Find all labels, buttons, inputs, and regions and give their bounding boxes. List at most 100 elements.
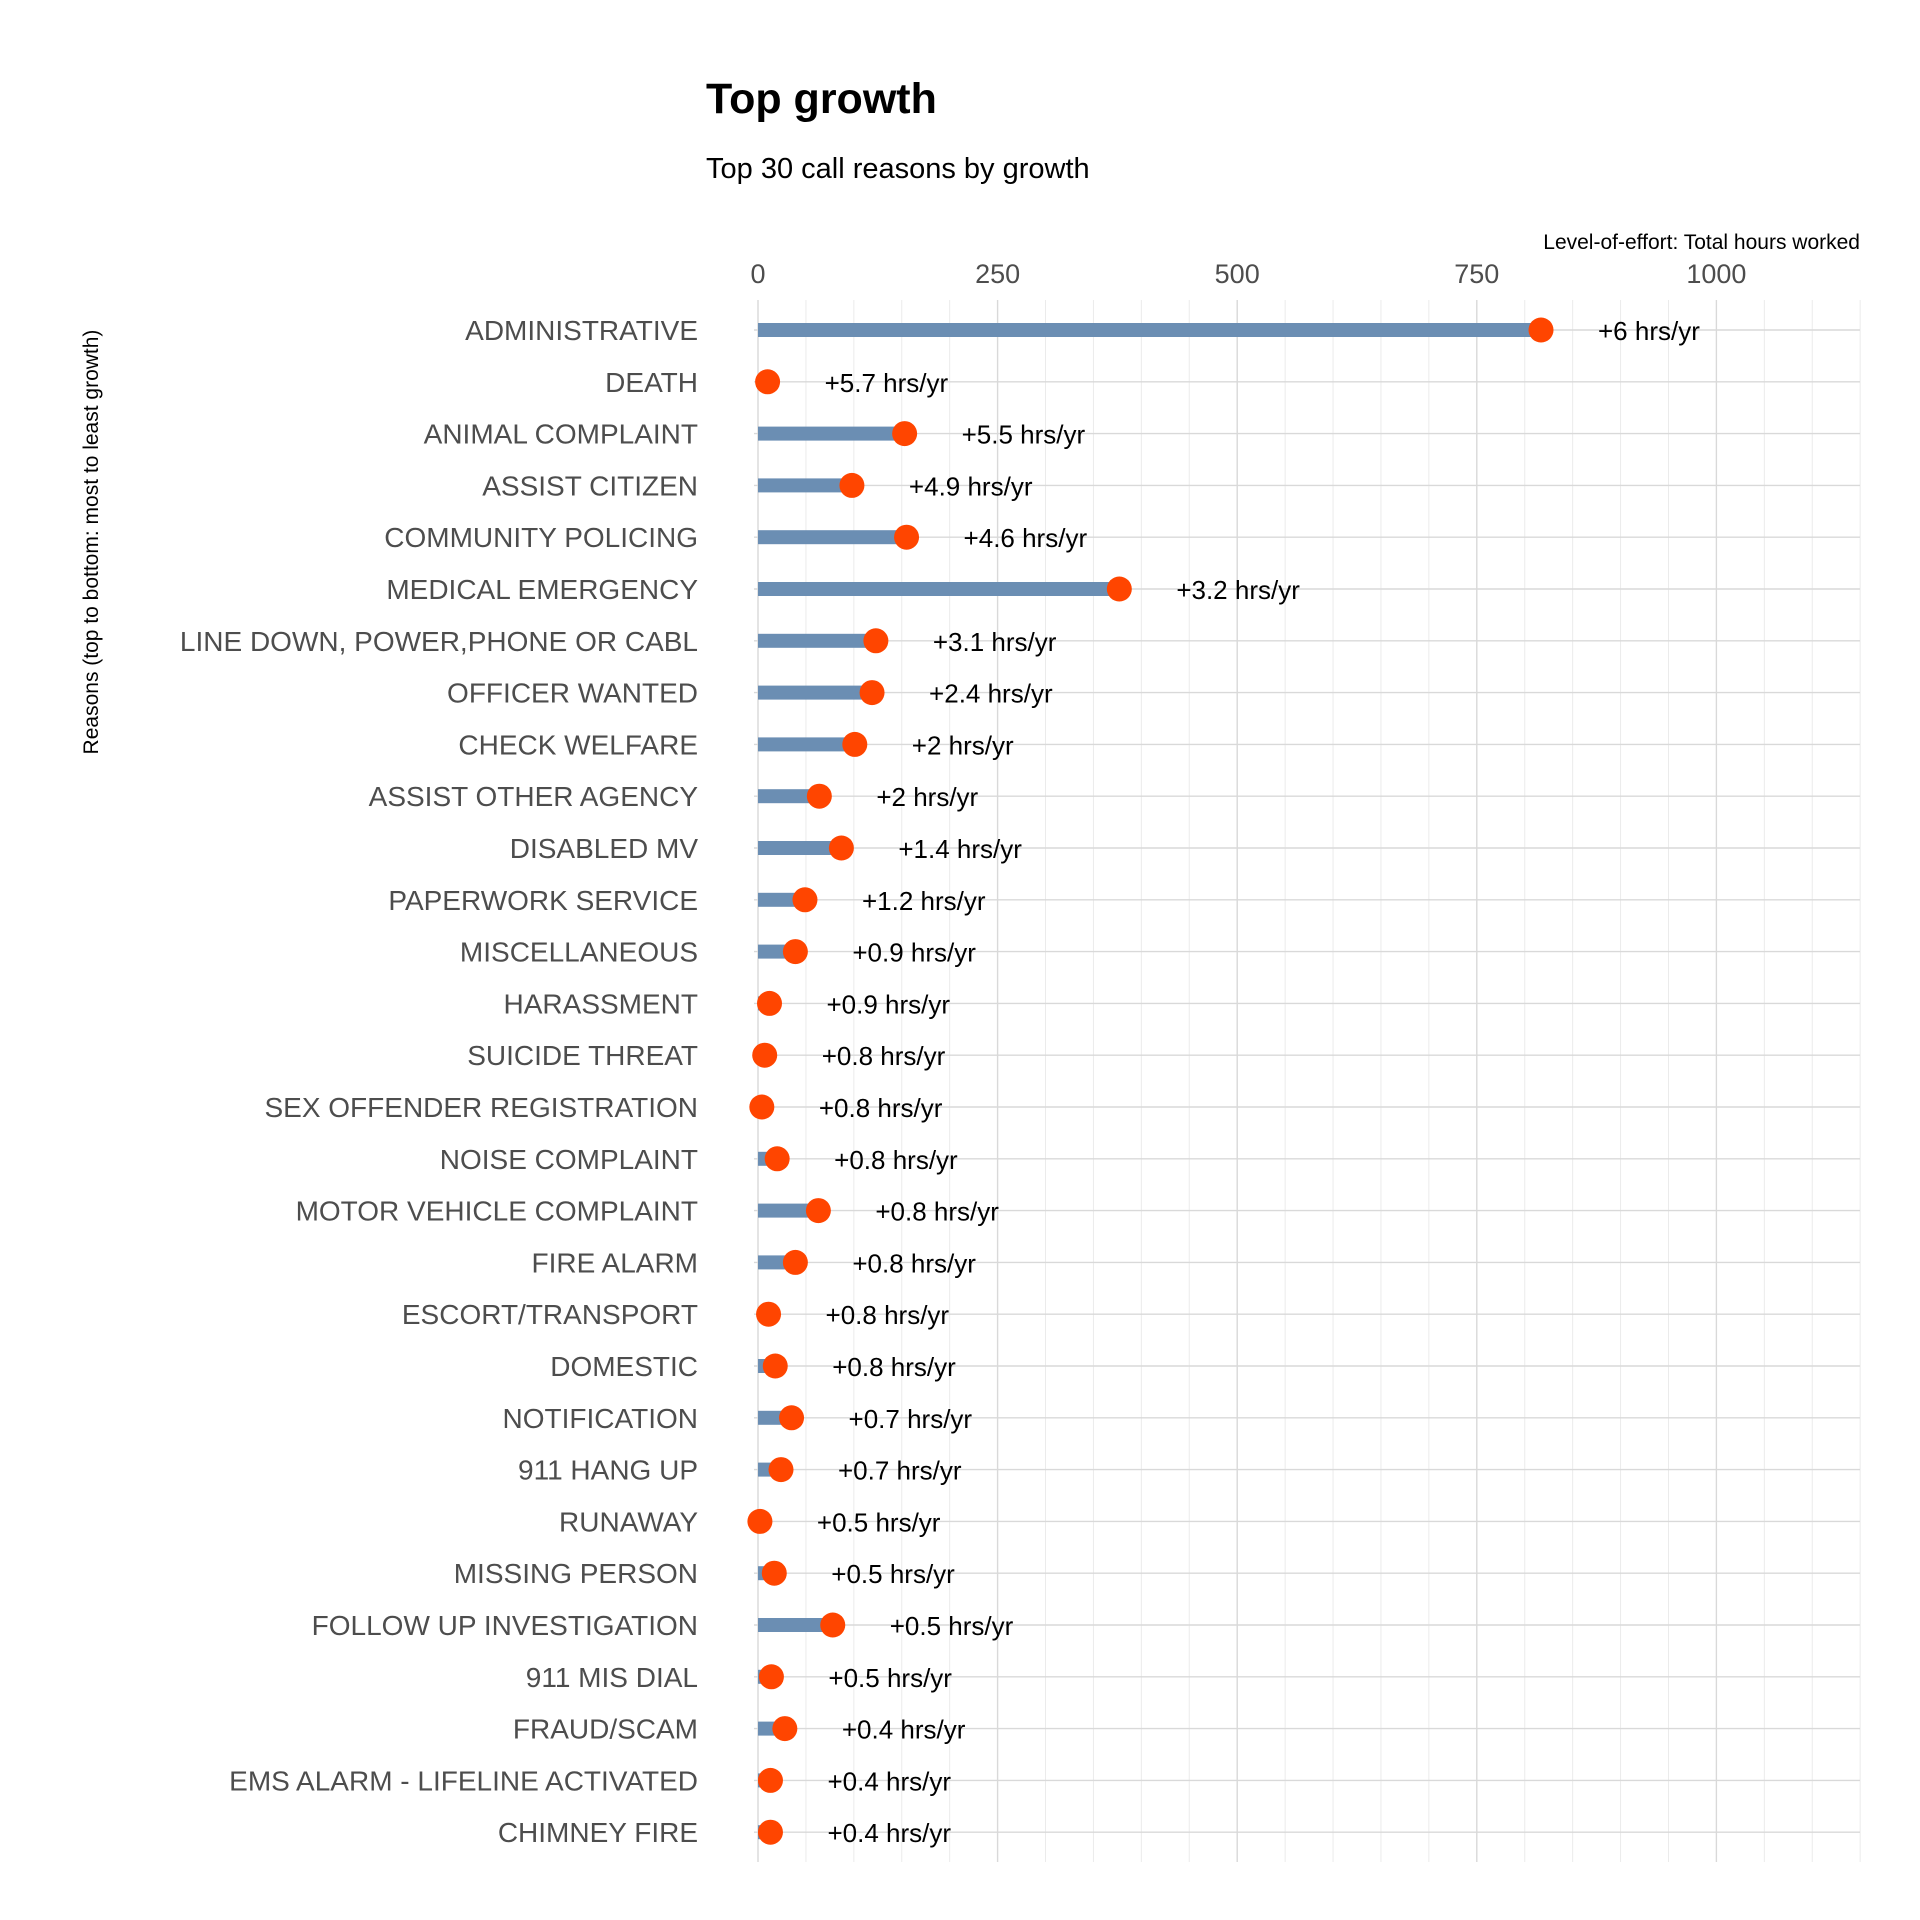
bar	[758, 530, 907, 545]
bar	[758, 426, 905, 441]
y-tick-label: CHECK WELFARE	[458, 729, 698, 760]
data-point	[757, 990, 783, 1016]
y-tick-label: FIRE ALARM	[532, 1247, 698, 1278]
x-tick-label: 0	[750, 259, 765, 289]
data-point	[839, 472, 865, 498]
data-point	[757, 1819, 783, 1845]
y-tick-label: SUICIDE THREAT	[467, 1040, 698, 1071]
data-label: +5.7 hrs/yr	[825, 368, 949, 398]
y-tick-label: HARASSMENT	[504, 988, 698, 1019]
data-label: +0.9 hrs/yr	[852, 938, 976, 968]
x-tick-label: 500	[1215, 259, 1260, 289]
data-label: +6 hrs/yr	[1598, 316, 1700, 346]
data-point	[768, 1457, 794, 1483]
y-tick-label: SEX OFFENDER REGISTRATION	[264, 1092, 698, 1123]
data-point	[842, 731, 868, 757]
data-point	[859, 680, 885, 706]
y-tick-label: DOMESTIC	[550, 1351, 698, 1382]
data-point	[779, 1405, 805, 1431]
y-tick-label: 911 MIS DIAL	[526, 1662, 698, 1693]
y-tick-label: PAPERWORK SERVICE	[388, 885, 698, 916]
y-tick-label: ASSIST CITIZEN	[482, 470, 698, 501]
data-point	[782, 939, 808, 965]
data-label: +1.2 hrs/yr	[862, 886, 986, 916]
data-point	[755, 369, 781, 395]
data-label: +0.8 hrs/yr	[826, 1300, 950, 1330]
y-tick-label: FOLLOW UP INVESTIGATION	[312, 1610, 698, 1641]
data-label: +0.5 hrs/yr	[890, 1611, 1014, 1641]
data-point	[756, 1301, 782, 1327]
data-point	[820, 1612, 846, 1638]
data-label: +3.2 hrs/yr	[1176, 575, 1300, 605]
data-label: +0.9 hrs/yr	[827, 989, 951, 1019]
data-point	[782, 1249, 808, 1275]
y-tick-label: NOTIFICATION	[503, 1403, 698, 1434]
data-label: +2 hrs/yr	[912, 730, 1014, 760]
x-tick-label: 750	[1454, 259, 1499, 289]
data-label: +0.7 hrs/yr	[838, 1456, 962, 1486]
data-label: +0.8 hrs/yr	[832, 1352, 956, 1382]
data-point	[806, 783, 832, 809]
data-label: +3.1 hrs/yr	[933, 627, 1057, 657]
y-tick-label: EMS ALARM - LIFELINE ACTIVATED	[229, 1765, 698, 1796]
data-label: +0.8 hrs/yr	[819, 1093, 943, 1123]
bar	[758, 582, 1120, 596]
x-tick-label: 1000	[1686, 259, 1746, 289]
data-point	[894, 524, 920, 550]
y-tick-label: MISCELLANEOUS	[460, 937, 698, 968]
data-point	[1528, 317, 1554, 343]
y-tick-label: CHIMNEY FIRE	[498, 1817, 698, 1848]
y-tick-label: COMMUNITY POLICING	[384, 522, 698, 553]
bar	[758, 789, 820, 804]
chart-title: Top growth	[706, 75, 937, 123]
data-label: +2.4 hrs/yr	[929, 679, 1053, 709]
bar	[758, 841, 842, 855]
y-tick-label: FRAUD/SCAM	[513, 1714, 698, 1745]
y-tick-label: ASSIST OTHER AGENCY	[369, 781, 699, 812]
x-axis-label: Level-of-effort: Total hours worked	[1543, 231, 1860, 254]
data-label: +0.4 hrs/yr	[827, 1766, 951, 1796]
y-tick-label: 911 HANG UP	[518, 1455, 698, 1486]
y-tick-label: LINE DOWN, POWER,PHONE OR CABL	[180, 626, 698, 657]
data-label: +0.5 hrs/yr	[817, 1507, 941, 1537]
y-tick-label: NOISE COMPLAINT	[440, 1144, 698, 1175]
chart-subtitle: Top 30 call reasons by growth	[706, 153, 1090, 185]
data-label: +2 hrs/yr	[876, 782, 978, 812]
bar	[758, 737, 855, 752]
data-labels: +6 hrs/yr +5.7 hrs/yr +5.5 hrs/yr +4.9 hrs/…	[817, 316, 1700, 1848]
data-label: +0.8 hrs/yr	[834, 1145, 958, 1175]
y-tick-label: ESCORT/TRANSPORT	[402, 1299, 698, 1330]
data-point	[828, 835, 854, 861]
y-tick-label: OFFICER WANTED	[447, 678, 698, 709]
y-axis-ticks: ADMINISTRATIVE DEATH ANIMAL COMPLAINT ASSIS…	[180, 315, 698, 1848]
data-label: +4.6 hrs/yr	[964, 523, 1088, 553]
data-label: +4.9 hrs/yr	[909, 471, 1033, 501]
data-label: +0.8 hrs/yr	[852, 1248, 976, 1278]
data-point	[764, 1146, 790, 1172]
y-tick-label: MOTOR VEHICLE COMPLAINT	[296, 1196, 698, 1227]
data-label: +0.8 hrs/yr	[822, 1041, 946, 1071]
data-point	[805, 1198, 831, 1224]
y-axis-label: Reasons (top to bottom: most to least gr…	[80, 330, 103, 755]
data-label: +0.4 hrs/yr	[842, 1715, 966, 1745]
data-point	[749, 1094, 775, 1120]
data-point	[747, 1508, 773, 1534]
x-tick-label: 250	[975, 259, 1020, 289]
data-point	[772, 1716, 798, 1742]
data-point	[863, 628, 889, 654]
data-point	[762, 1353, 788, 1379]
data-label: +0.5 hrs/yr	[828, 1663, 952, 1693]
data-point	[752, 1042, 778, 1068]
bar	[758, 1618, 833, 1632]
bar	[758, 685, 873, 700]
data-point	[1106, 576, 1132, 602]
data-label: +0.4 hrs/yr	[827, 1818, 951, 1848]
bar	[758, 478, 852, 493]
bar	[758, 633, 876, 648]
data-point	[757, 1767, 783, 1793]
data-point	[792, 887, 818, 913]
data-label: +1.4 hrs/yr	[898, 834, 1022, 864]
data-label: +0.5 hrs/yr	[831, 1559, 955, 1589]
data-label: +0.7 hrs/yr	[849, 1404, 973, 1434]
